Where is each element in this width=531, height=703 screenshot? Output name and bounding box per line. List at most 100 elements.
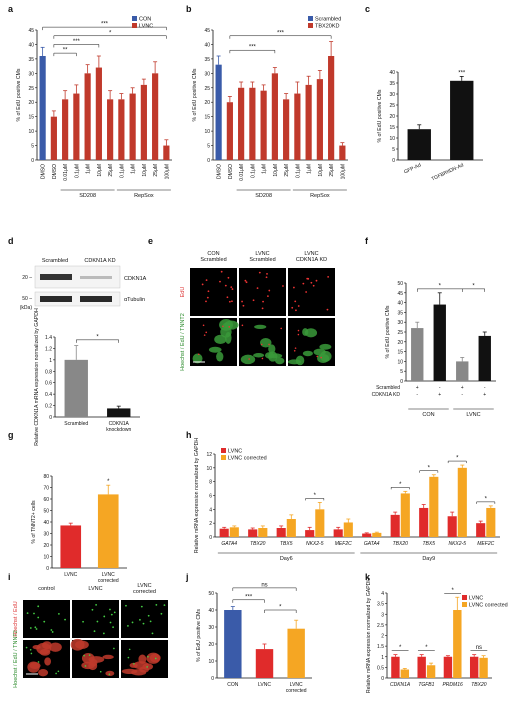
cell-nucleus xyxy=(297,333,300,336)
cell-nucleus xyxy=(294,300,297,303)
cell-nucleus xyxy=(205,279,208,282)
panel-letter: b xyxy=(186,4,192,14)
legend-label: LVNC corrected xyxy=(228,456,267,462)
cell-nucleus xyxy=(231,300,233,303)
bar xyxy=(479,657,488,678)
cell-nucleus xyxy=(109,608,111,611)
cell-nucleus xyxy=(30,652,33,655)
bar xyxy=(215,64,222,160)
sig-bracket xyxy=(232,587,297,591)
y-tick-label: 1.5 xyxy=(377,644,384,650)
blot-band-label: αTubulin xyxy=(124,297,145,303)
y-tick-label: 10 xyxy=(206,466,212,472)
bar xyxy=(433,304,446,381)
y-tick-label: 15 xyxy=(389,125,395,131)
category-label: 10μM xyxy=(142,164,148,177)
chart-d: 0 0.2 0.4 0.6 0.8 1 1.2 1.4 Relative CDKN1A mRNA… xyxy=(34,308,140,446)
cell-nucleus xyxy=(307,277,310,280)
cell-nucleus xyxy=(226,296,229,299)
group-label: RepSox xyxy=(134,193,154,199)
cell-nucleus xyxy=(241,300,243,303)
bar xyxy=(315,509,325,537)
cell-nucleus xyxy=(252,299,255,302)
cell-nucleus xyxy=(34,626,37,629)
category-label: corrected xyxy=(286,688,307,694)
y-tick-label: 0 xyxy=(400,379,403,385)
chart-h: 0 2 4 6 8 10 12 Relative mRNA expression normal… xyxy=(194,438,500,562)
y-tick-label: 10 xyxy=(397,359,403,365)
row-sign: + xyxy=(461,385,464,391)
bar xyxy=(73,93,80,160)
sig-label: * xyxy=(96,334,99,340)
cell-nucleus xyxy=(260,343,263,346)
category-label: TGFB1 xyxy=(418,682,434,688)
y-tick-label: 3 xyxy=(381,612,384,618)
cell-nucleus xyxy=(305,291,308,293)
cell-nucleus xyxy=(231,288,234,290)
cell-body xyxy=(88,656,105,663)
sig-bracket xyxy=(42,26,167,31)
y-tick-label: 8 xyxy=(209,480,212,486)
y-tick-label: 40 xyxy=(397,301,403,307)
bar xyxy=(118,99,125,160)
cell-nucleus xyxy=(312,284,315,287)
micrograph-image xyxy=(288,268,335,316)
y-tick-label: 30 xyxy=(204,71,210,77)
cell-body xyxy=(287,359,302,365)
bar xyxy=(276,528,286,537)
y-tick-label: 35 xyxy=(389,81,395,87)
y-tick-label: 20 xyxy=(389,114,395,120)
cell-nucleus xyxy=(261,357,264,360)
cell-body xyxy=(44,657,52,666)
bar xyxy=(429,476,439,537)
sig-bracket xyxy=(447,460,467,464)
category-label: DMSO xyxy=(41,164,47,179)
bar xyxy=(453,610,462,678)
sig-label: * xyxy=(399,645,402,651)
sig-label: *** xyxy=(101,22,109,28)
cell-nucleus xyxy=(163,604,166,607)
bar xyxy=(163,145,170,160)
column-label: Scrambled xyxy=(249,257,275,263)
y-tick-label: 2 xyxy=(381,634,384,640)
sig-label: * xyxy=(451,588,454,594)
y-tick-label: 1.2 xyxy=(45,346,52,352)
bar xyxy=(328,56,335,160)
cell-nucleus xyxy=(26,612,29,614)
panel-letter: g xyxy=(8,430,14,440)
blot-membrane xyxy=(34,291,121,307)
cell-nucleus xyxy=(245,281,248,284)
legend-swatch xyxy=(462,602,467,607)
category-label: 25μM xyxy=(284,164,290,177)
bar xyxy=(294,93,301,160)
sig-bracket xyxy=(462,288,485,292)
sig-label: ns xyxy=(261,582,267,588)
bar xyxy=(260,90,267,160)
cell-nucleus xyxy=(146,666,148,668)
sig-label: * xyxy=(428,465,431,471)
bar xyxy=(478,335,491,381)
cell-nucleus xyxy=(125,604,127,607)
row-sign: + xyxy=(483,392,486,398)
row-sign: + xyxy=(438,392,441,398)
cell-nucleus xyxy=(293,349,296,352)
cell-nucleus xyxy=(29,649,32,651)
bar xyxy=(255,649,274,678)
row-label: EdU xyxy=(180,287,186,298)
sig-bracket xyxy=(229,35,332,39)
group-label: Day9 xyxy=(422,556,435,562)
bar xyxy=(50,116,57,160)
y-tick-label: 50 xyxy=(208,591,214,597)
y-tick-label: 45 xyxy=(28,28,34,34)
bar xyxy=(62,99,69,160)
category-label: NKX2-5 xyxy=(448,541,466,547)
cell-nucleus xyxy=(139,618,141,621)
group-label: Day6 xyxy=(280,556,293,562)
category-label: DMSO xyxy=(52,164,58,179)
panel-letter: i xyxy=(8,572,11,582)
bar xyxy=(400,669,410,678)
y-tick-label: 25 xyxy=(204,86,210,92)
micrograph-image xyxy=(23,600,70,638)
sig-label: ** xyxy=(63,48,68,54)
